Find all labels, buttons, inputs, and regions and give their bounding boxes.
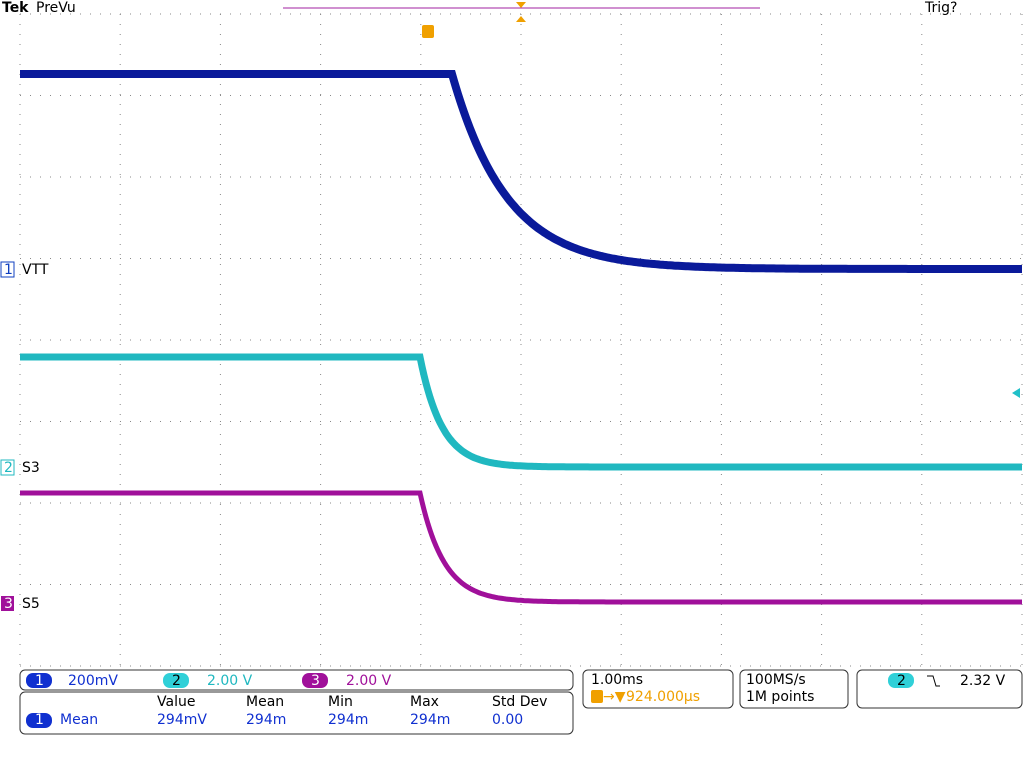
- measurement-header: Value: [157, 694, 195, 710]
- ch3-marker-number: 3: [4, 596, 13, 612]
- ch2-label: S3: [22, 460, 40, 476]
- ch2-badge-number: 2: [172, 673, 181, 689]
- ch2-marker-number: 2: [4, 460, 13, 476]
- ch3-label: S5: [22, 596, 40, 612]
- mode: PreVu: [36, 0, 76, 16]
- ch3-badge: [302, 673, 328, 688]
- acquisition-box: [739, 669, 849, 709]
- measurement-source-badge: [26, 713, 52, 728]
- ch1-badge: [26, 673, 52, 688]
- ch3-marker: [1, 596, 14, 611]
- ch1-label: VTT: [22, 262, 49, 278]
- trigger-status: Trig?: [924, 0, 957, 16]
- trigger-pos-arrow: →▼: [603, 689, 626, 705]
- trigger-source-badge: [888, 673, 914, 688]
- brand: Tek: [2, 0, 29, 16]
- measurement-cell: 0.00: [492, 712, 523, 728]
- record-length: 1M points: [746, 689, 814, 705]
- trigger-pos-icon: [591, 690, 603, 703]
- channel-bar: [19, 669, 574, 691]
- ch2-badge: [163, 673, 189, 688]
- measurement-cell: 294m: [410, 712, 450, 728]
- ch3-scale: 2.00 V: [346, 673, 392, 689]
- measurement-cell: 294m: [246, 712, 286, 728]
- timebase-box: [582, 669, 734, 709]
- measurement-header: Std Dev: [492, 694, 547, 710]
- measurement-panel: [19, 691, 574, 735]
- ch1-marker: [0, 261, 15, 278]
- trigger-source: 2: [897, 673, 906, 689]
- ch2-marker: [0, 459, 15, 476]
- graticule: [19, 13, 1023, 667]
- ch2-scale: 2.00 V: [207, 673, 253, 689]
- measurement-header: Min: [328, 694, 353, 710]
- ch1-marker-number: 1: [4, 262, 13, 278]
- timebase-scale: 1.00ms: [591, 672, 643, 688]
- waveform-ch1: [20, 70, 1022, 273]
- measurement-name: Mean: [60, 712, 98, 728]
- measurement-table: Value Mean Min Max Std Dev 1 Mean 294mV 294m 294m…: [26, 694, 547, 728]
- measurement-source: 1: [35, 712, 44, 728]
- ch1-badge-number: 1: [35, 673, 44, 689]
- trigger-t-icon: [422, 25, 434, 38]
- waveform-ch2: [20, 353, 1022, 471]
- trigger-level: 2.32 V: [960, 673, 1006, 689]
- falling-edge-icon: [927, 675, 940, 687]
- measurement-header: Mean: [246, 694, 284, 710]
- measurement-cell: 294mV: [157, 712, 207, 728]
- sample-rate: 100MS/s: [746, 672, 806, 688]
- trigger-position: 924.000µs: [626, 689, 700, 705]
- ch3-badge-number: 3: [311, 673, 320, 689]
- waveform-ch3: [20, 490, 1022, 605]
- trigger-level-marker: [1012, 388, 1020, 398]
- measurement-cell: 294m: [328, 712, 368, 728]
- ch1-scale: 200mV: [68, 673, 118, 689]
- trigger-marker: [516, 2, 526, 22]
- measurement-header: Max: [410, 694, 439, 710]
